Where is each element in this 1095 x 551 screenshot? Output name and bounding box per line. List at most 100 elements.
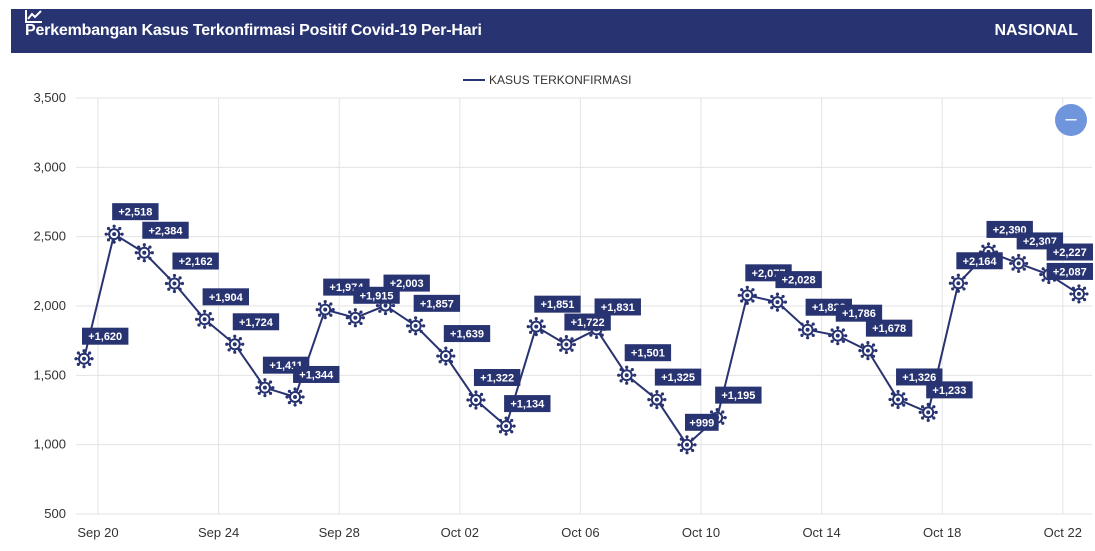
- zoom-out-button[interactable]: –: [1055, 104, 1087, 136]
- data-label-bg: [443, 325, 491, 343]
- y-tick-label: 2,500: [33, 229, 66, 244]
- virus-marker-icon[interactable]: [285, 387, 305, 407]
- virus-marker-icon[interactable]: [647, 390, 667, 410]
- data-label-bg: [413, 294, 461, 312]
- data-label: +1,831: [601, 302, 635, 314]
- virus-marker-icon[interactable]: [677, 435, 697, 455]
- data-label: +2,384: [149, 225, 184, 237]
- y-tick-label: 1,000: [33, 437, 66, 452]
- data-label: +1,233: [932, 385, 966, 397]
- data-label-bg: [775, 271, 822, 289]
- virus-marker-icon[interactable]: [164, 273, 185, 294]
- data-label: +1,344: [299, 369, 334, 381]
- virus-marker-icon[interactable]: [406, 316, 426, 336]
- data-label-bg: [534, 295, 581, 313]
- virus-marker-icon[interactable]: [345, 308, 365, 328]
- virus-marker-icon[interactable]: [888, 389, 908, 410]
- data-label: +1,620: [88, 331, 122, 343]
- x-tick-label: Oct 10: [682, 525, 720, 540]
- data-label: +1,678: [872, 323, 906, 335]
- data-label-bg: [293, 365, 340, 383]
- data-label: +2,162: [179, 256, 213, 268]
- virus-marker-icon[interactable]: [195, 309, 215, 329]
- x-tick-label: Sep 28: [319, 525, 360, 540]
- virus-marker-icon[interactable]: [315, 300, 335, 320]
- data-label: +2,164: [963, 256, 998, 268]
- data-label: +2,003: [390, 278, 424, 290]
- data-label-bg: [473, 369, 521, 387]
- data-label: +1,322: [480, 373, 514, 385]
- data-label: +1,724: [239, 317, 274, 329]
- data-label: +2,518: [118, 207, 152, 219]
- data-label: +1,904: [209, 292, 244, 304]
- scope-label: NASIONAL: [994, 22, 1078, 39]
- virus-marker-icon[interactable]: [1009, 253, 1029, 274]
- data-label-bg: [715, 386, 762, 404]
- virus-marker-icon[interactable]: [526, 317, 546, 337]
- chart-container: 500 1,000 1,500 2,000 2,500 3,000 3,500 Sep 20 S…: [0, 60, 1095, 551]
- data-label-bg: [232, 313, 280, 331]
- virus-marker-icon[interactable]: [617, 365, 637, 385]
- y-tick-label: 3,000: [33, 159, 66, 174]
- virus-marker-icon[interactable]: [104, 224, 124, 244]
- x-tick-label: Oct 14: [802, 525, 840, 540]
- virus-marker-icon[interactable]: [496, 416, 516, 436]
- page-title: Perkembangan Kasus Terkonfirmasi Positif…: [25, 22, 482, 39]
- y-tick-label: 2,000: [33, 298, 66, 313]
- x-tick-label: Oct 02: [441, 525, 479, 540]
- data-label-bg: [564, 313, 611, 331]
- x-tick-label: Sep 20: [77, 525, 118, 540]
- virus-marker-icon[interactable]: [798, 320, 818, 340]
- x-tick-label: Oct 06: [561, 525, 599, 540]
- virus-marker-icon[interactable]: [74, 349, 94, 369]
- virus-marker-icon[interactable]: [436, 346, 456, 366]
- data-label-bg: [202, 288, 249, 306]
- data-label-bg: [624, 344, 672, 362]
- data-label: +1,722: [571, 317, 605, 329]
- virus-marker-icon[interactable]: [918, 402, 938, 422]
- data-label-bg: [82, 327, 129, 345]
- virus-marker-icon[interactable]: [737, 285, 757, 305]
- data-label: +2,087: [1053, 266, 1087, 278]
- data-label-bg: [654, 368, 702, 386]
- data-label: +1,786: [842, 308, 876, 320]
- data-label-bg: [835, 304, 883, 322]
- virus-marker-icon[interactable]: [1069, 284, 1089, 304]
- data-label-bg: [594, 298, 641, 316]
- y-tick-label: 500: [44, 506, 66, 521]
- data-label-bg: [504, 395, 551, 413]
- data-label-bg: [956, 252, 1003, 270]
- x-tick-label: Oct 22: [1044, 525, 1082, 540]
- y-tick-label: 1,500: [33, 367, 66, 382]
- virus-marker-icon[interactable]: [255, 378, 275, 398]
- x-tick-label: Oct 18: [923, 525, 961, 540]
- virus-marker-icon[interactable]: [556, 334, 577, 355]
- data-label-bg: [383, 274, 430, 292]
- virus-marker-icon[interactable]: [767, 292, 788, 312]
- minus-icon: –: [1065, 108, 1077, 130]
- virus-marker-icon[interactable]: [828, 326, 848, 346]
- data-label-bg: [142, 221, 189, 239]
- data-label-bg: [685, 413, 719, 431]
- data-label-bg: [926, 381, 973, 399]
- data-label: +1,851: [540, 299, 574, 311]
- line-chart: 500 1,000 1,500 2,000 2,500 3,000 3,500 Sep 20 S…: [33, 73, 1093, 540]
- data-label: +1,857: [420, 298, 454, 310]
- virus-marker-icon[interactable]: [134, 243, 154, 263]
- data-label: +1,501: [631, 348, 665, 360]
- data-label-bg: [172, 252, 219, 270]
- data-label: +1,195: [721, 390, 755, 402]
- virus-marker-icon[interactable]: [858, 341, 878, 361]
- chart-header: Perkembangan Kasus Terkonfirmasi Positif…: [11, 9, 1092, 53]
- data-label: +1,639: [450, 329, 484, 341]
- y-tick-label: 3,500: [33, 90, 66, 105]
- virus-marker-icon[interactable]: [225, 334, 245, 354]
- data-label-bg: [865, 319, 913, 337]
- data-label: +2,227: [1053, 247, 1087, 259]
- virus-marker-icon[interactable]: [466, 390, 486, 410]
- header-title-group: Perkembangan Kasus Terkonfirmasi Positif…: [25, 9, 482, 53]
- legend-label[interactable]: KASUS TERKONFIRMASI: [489, 73, 631, 87]
- virus-marker-icon[interactable]: [948, 273, 968, 293]
- data-label: +1,325: [661, 372, 695, 384]
- data-label: +1,915: [360, 290, 394, 302]
